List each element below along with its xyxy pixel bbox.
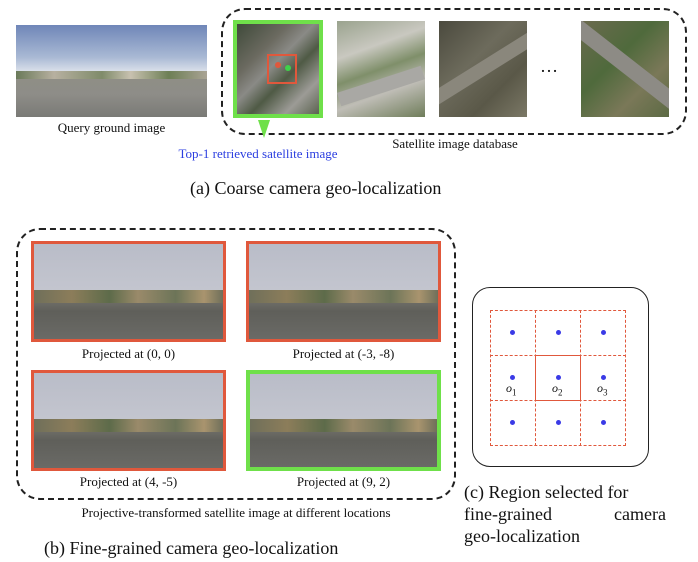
part-c-title-line1: (c) Region selected for [464, 482, 629, 502]
projection-image-4 [246, 370, 441, 471]
projection-caption-4: Projected at (9, 2) [296, 474, 391, 489]
satellite-database-box [221, 8, 687, 135]
retrieved-caption: Top-1 retrieved satellite image [178, 146, 338, 161]
grid-dot [510, 330, 515, 335]
grid-dot [601, 420, 606, 425]
grid-dot [510, 375, 515, 380]
offset-label-3: o3 [597, 381, 608, 398]
retrieved-satellite-image [233, 20, 323, 118]
retrieved-pointer-arrow [258, 120, 270, 138]
grid-dot [556, 375, 561, 380]
projection-image-1 [31, 241, 226, 342]
grid-dot [556, 330, 561, 335]
ellipsis: … [540, 56, 558, 76]
projection-caption-1: Projected at (0, 0) [81, 346, 176, 361]
query-caption: Query ground image [57, 120, 166, 135]
database-caption: Satellite image database [392, 136, 518, 151]
projection-caption-2: Projected at (-3, -8) [292, 346, 395, 361]
region-grid [490, 310, 626, 446]
grid-dot [556, 420, 561, 425]
search-region-square [267, 54, 297, 84]
projection-group-caption: Projective-transformed satellite image a… [81, 505, 391, 520]
query-ground-image [16, 25, 207, 117]
offset-label-2: o2 [552, 381, 563, 398]
part-c-title-line2-left: fine-grained [464, 504, 552, 524]
position-marker [285, 65, 291, 71]
projection-caption-3: Projected at (4, -5) [79, 474, 178, 489]
center-cell [535, 355, 581, 401]
projection-image-3 [31, 370, 226, 471]
grid-dot [601, 375, 606, 380]
projection-group-box [16, 228, 456, 500]
satellite-image-3 [439, 21, 527, 117]
projection-image-2 [246, 241, 441, 342]
part-b-title: (b) Fine-grained camera geo-localization [44, 538, 339, 558]
satellite-image-2 [337, 21, 425, 117]
offset-label-1: o1 [506, 381, 517, 398]
part-c-title-line2-right: camera [614, 504, 666, 524]
part-c-title-line3: geo-localization [464, 526, 580, 546]
grid-dot [510, 420, 515, 425]
part-a-title: (a) Coarse camera geo-localization [190, 178, 442, 198]
satellite-image-last [581, 21, 669, 117]
region-panel [472, 287, 649, 467]
grid-dot [601, 330, 606, 335]
